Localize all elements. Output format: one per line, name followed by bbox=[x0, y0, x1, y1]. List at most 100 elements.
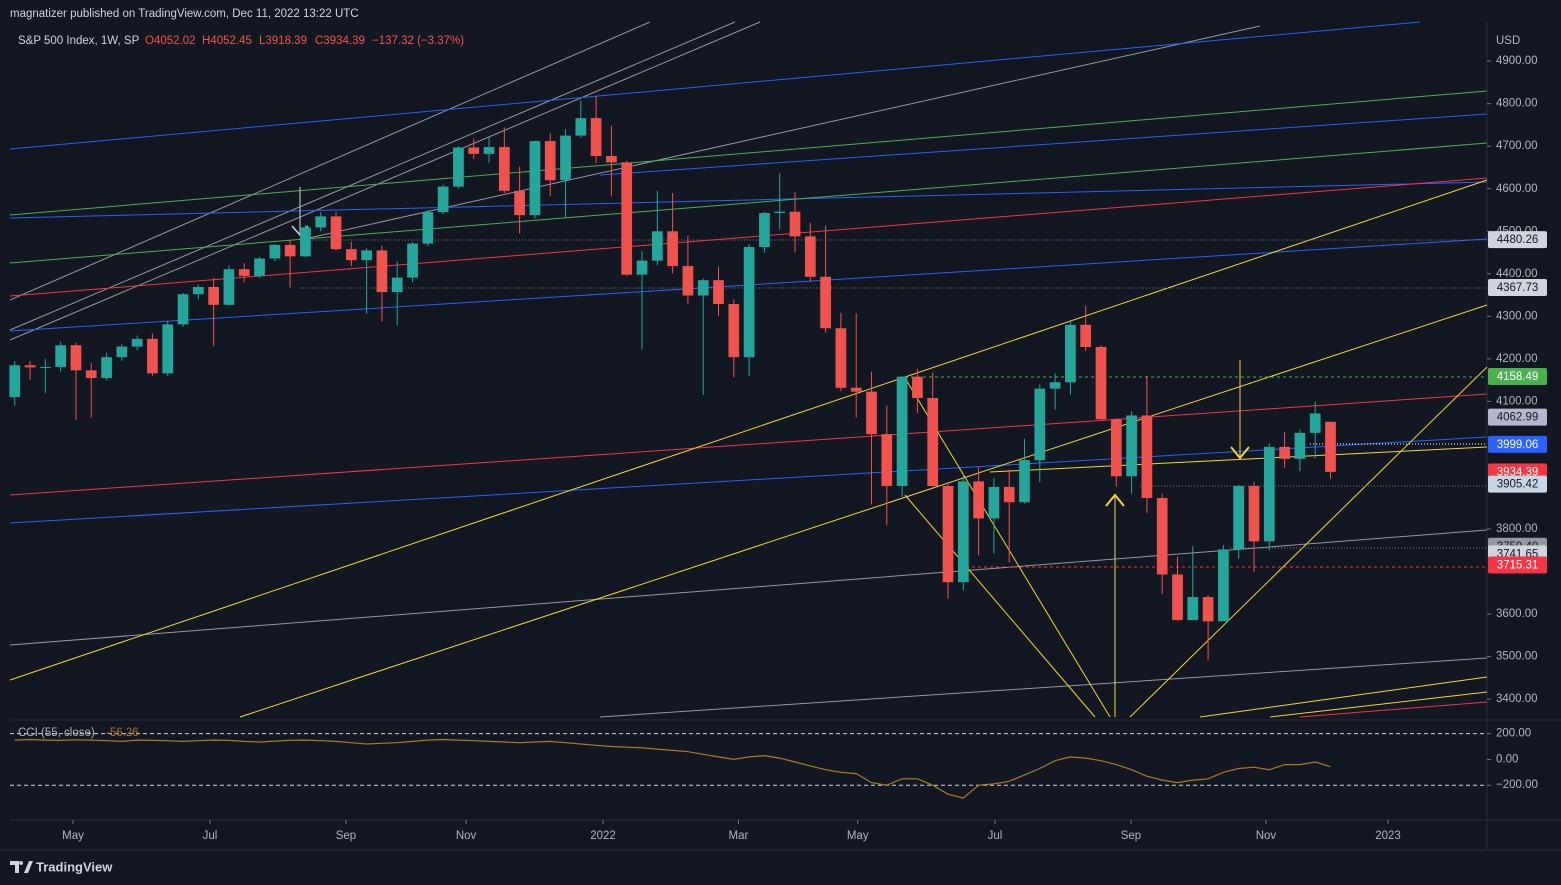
candle-body bbox=[881, 434, 893, 487]
drawing bbox=[9, 21, 651, 301]
y-tick-label: 4300.00 bbox=[1496, 310, 1538, 322]
drawing bbox=[599, 657, 1488, 718]
price-badge-label: 4062.99 bbox=[1497, 412, 1539, 424]
candle-body bbox=[774, 211, 786, 213]
candle-body bbox=[192, 286, 204, 295]
candle-body bbox=[407, 243, 418, 278]
candle-body bbox=[988, 486, 1000, 519]
price-badge bbox=[1488, 556, 1547, 574]
x-tick-label: 2023 bbox=[1375, 830, 1401, 842]
y-tick-label: 200.00 bbox=[1496, 728, 1531, 740]
candle-body bbox=[1263, 446, 1275, 542]
price-badge bbox=[1488, 435, 1547, 453]
candle-body bbox=[453, 147, 464, 187]
drawing bbox=[1269, 691, 1488, 718]
y-tick-label: 4900.00 bbox=[1496, 55, 1538, 67]
candle-body bbox=[713, 280, 724, 304]
candle-body bbox=[391, 277, 403, 293]
drawing bbox=[9, 177, 1488, 297]
candle-body bbox=[376, 250, 388, 293]
candle-body bbox=[1202, 597, 1214, 622]
candle-body bbox=[9, 365, 21, 398]
candle-body bbox=[835, 328, 847, 388]
x-tick-label: Jul bbox=[203, 830, 218, 842]
candle-body bbox=[70, 345, 82, 371]
brand: TradingView bbox=[36, 859, 113, 874]
candle-body bbox=[1019, 460, 1030, 503]
candle-body bbox=[529, 141, 541, 216]
footer-brand: TradingView bbox=[10, 859, 113, 874]
drawing bbox=[9, 21, 736, 331]
candle-body bbox=[667, 231, 678, 267]
x-tick-label: Nov bbox=[456, 830, 477, 842]
x-tick-label: May bbox=[847, 830, 869, 842]
drawing bbox=[9, 179, 1488, 681]
candle-body bbox=[621, 162, 633, 275]
price-badge-label: 3934.39 bbox=[1497, 466, 1539, 478]
candle-body bbox=[1141, 415, 1153, 498]
x-tick-label: 2022 bbox=[590, 830, 616, 842]
drawing bbox=[1199, 676, 1488, 718]
price-badge bbox=[1488, 408, 1547, 426]
y-tick-label: 4800.00 bbox=[1496, 98, 1538, 110]
symbol: S&P 500 Index, 1W, SP bbox=[18, 35, 140, 47]
candle-body bbox=[866, 391, 877, 435]
candle-body bbox=[1156, 497, 1168, 575]
candle-body bbox=[651, 231, 663, 261]
candle-body bbox=[330, 216, 342, 250]
candle-body bbox=[1080, 324, 1092, 347]
candle-body bbox=[300, 227, 311, 257]
candle-body bbox=[39, 366, 51, 368]
y-tick-label: 3500.00 bbox=[1496, 651, 1538, 663]
y-tick-label: 4200.00 bbox=[1496, 353, 1538, 365]
cci-line bbox=[14, 738, 1331, 799]
drawing bbox=[1230, 446, 1250, 460]
x-tick-label: Nov bbox=[1256, 830, 1277, 842]
candle-body bbox=[942, 486, 954, 583]
candle-body bbox=[789, 211, 801, 237]
x-tick-label: Mar bbox=[728, 830, 748, 842]
candle-body bbox=[682, 266, 694, 296]
price-badge bbox=[1488, 231, 1547, 249]
candle-body bbox=[804, 236, 816, 277]
candle-body bbox=[269, 244, 281, 259]
candle-body bbox=[560, 135, 571, 181]
candle-body bbox=[315, 216, 327, 228]
symbol-legend: S&P 500 Index, 1W, SP O4052.02 H4052.45 … bbox=[18, 35, 464, 47]
candle-body bbox=[1309, 413, 1321, 433]
trend-drawings bbox=[9, 21, 1488, 718]
candle-body bbox=[498, 147, 510, 191]
drawing bbox=[9, 90, 1488, 216]
drawing bbox=[9, 21, 761, 341]
candle-body bbox=[468, 147, 480, 154]
candle-body bbox=[850, 387, 862, 392]
x-tick-label: Jul bbox=[988, 830, 1003, 842]
candle-body bbox=[147, 338, 158, 374]
price-badge-label: 3905.42 bbox=[1497, 479, 1539, 491]
y-tick-label: 4700.00 bbox=[1496, 140, 1538, 152]
candle-body bbox=[177, 294, 189, 325]
candle-body bbox=[284, 244, 296, 257]
y-tick-label: 4600.00 bbox=[1496, 183, 1538, 195]
candle-body bbox=[422, 212, 434, 244]
candle-body bbox=[345, 249, 357, 261]
drawing bbox=[1129, 366, 1488, 718]
candle-body bbox=[116, 346, 128, 358]
candle-body bbox=[1065, 324, 1076, 383]
price-badge-label: 4480.26 bbox=[1497, 234, 1539, 246]
drawing bbox=[1105, 493, 1125, 507]
low-value: L3918.39 bbox=[259, 35, 307, 47]
indicator-value: -56.26 bbox=[106, 727, 139, 739]
price-badge-label: 3715.31 bbox=[1497, 560, 1539, 572]
price-badge-label: 3999.06 bbox=[1497, 439, 1539, 451]
x-tick-label: Sep bbox=[336, 830, 356, 842]
candle-body bbox=[606, 155, 617, 163]
candle-body bbox=[1034, 388, 1046, 461]
candle-body bbox=[1049, 382, 1061, 389]
candle-body bbox=[759, 212, 770, 248]
candle-body bbox=[162, 324, 174, 374]
candle-body bbox=[1003, 486, 1015, 503]
candle-body bbox=[957, 481, 969, 583]
drawing bbox=[904, 494, 1096, 718]
